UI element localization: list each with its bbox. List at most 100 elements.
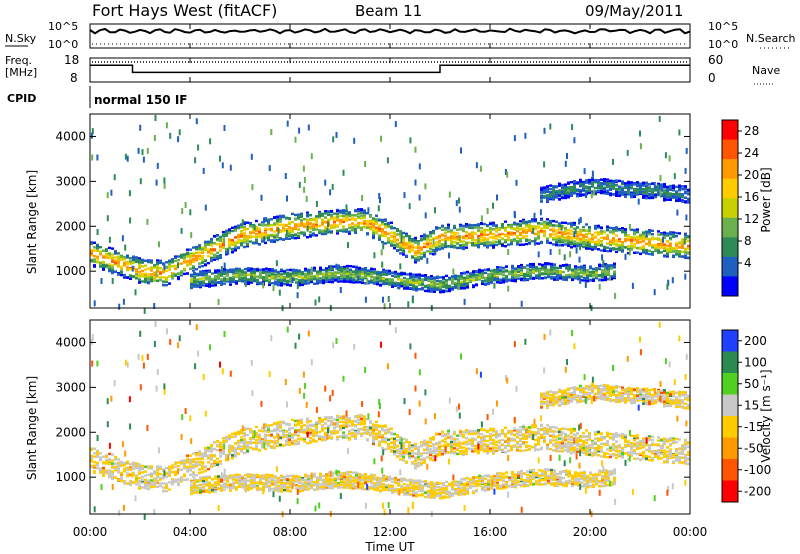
power-cell: [669, 249, 672, 252]
power-cell: [286, 275, 289, 278]
power-cell: [606, 185, 609, 189]
power-cell: [576, 193, 579, 196]
power-cell: [672, 186, 675, 189]
power-cell: [378, 193, 381, 199]
power-cell: [412, 286, 415, 289]
power-cell: [197, 144, 200, 151]
power-cell: [609, 240, 612, 244]
power-cell: [543, 194, 546, 198]
power-cell: [546, 239, 549, 243]
power-cell: [123, 274, 126, 278]
power-cell: [669, 236, 672, 240]
power-cell: [289, 268, 292, 272]
power-cell: [168, 259, 171, 262]
power-cell: [522, 235, 525, 238]
power-cell: [609, 184, 612, 187]
power-cell: [205, 273, 208, 276]
power-cell: [657, 245, 660, 249]
power-cell: [589, 274, 592, 277]
power-cell: [657, 182, 660, 186]
power-cell: [414, 146, 417, 153]
power-cell: [483, 228, 486, 231]
power-cell: [370, 279, 373, 282]
power-cell: [183, 256, 186, 259]
power-cell: [591, 240, 594, 244]
power-cell: [426, 234, 429, 237]
power-cell: [569, 251, 572, 258]
power-cell: [678, 199, 681, 202]
power-cell: [390, 235, 393, 239]
power-cell: [213, 248, 216, 252]
power-cell: [153, 303, 156, 309]
power-cell: [645, 237, 648, 241]
power-cell: [526, 271, 529, 275]
power-cell: [237, 233, 240, 237]
power-cell: [381, 218, 384, 222]
power-cell: [165, 122, 168, 129]
power-cell: [291, 212, 294, 216]
power-cell: [252, 228, 255, 231]
power-cell: [268, 278, 271, 281]
power-cell: [502, 279, 505, 282]
power-cell: [573, 221, 576, 225]
power-cell: [600, 191, 603, 195]
power-cell: [675, 192, 678, 196]
power-cell: [540, 188, 543, 191]
power-cell: [406, 281, 409, 284]
power-cell: [562, 278, 565, 281]
power-cell: [498, 242, 501, 245]
power-cell: [627, 245, 630, 248]
power-cell: [279, 229, 282, 232]
power-cell: [442, 281, 445, 284]
power-cell: [540, 222, 543, 226]
power-cell: [243, 228, 246, 231]
power-cell: [292, 271, 295, 274]
power-cell: [111, 268, 114, 271]
power-cell: [445, 274, 448, 278]
power-cell: [205, 269, 208, 273]
power-cell: [108, 268, 111, 271]
power-cell: [372, 229, 375, 232]
power-cell: [639, 238, 642, 241]
power-cell: [531, 218, 534, 221]
power-cell: [390, 243, 393, 246]
power-cell: [345, 209, 348, 213]
power-cell: [547, 272, 550, 275]
power-cell: [135, 272, 138, 276]
power-cell: [492, 246, 495, 249]
power-cell: [189, 267, 192, 270]
power-cell: [505, 265, 508, 268]
power-cell: [334, 273, 337, 277]
power-cell: [456, 236, 459, 240]
power-cell: [261, 240, 264, 243]
power-cell: [319, 270, 322, 273]
power-cell: [183, 253, 186, 256]
power-cell: [580, 271, 583, 275]
power-cell: [417, 242, 420, 245]
power-cell: [538, 273, 541, 276]
power-cell: [666, 188, 669, 192]
power-cell: [375, 231, 378, 234]
power-cell: [288, 237, 291, 240]
power-cell: [376, 283, 379, 286]
freq-right-tick-bottom: 0: [708, 71, 716, 85]
power-cell: [658, 115, 661, 122]
power-cell: [426, 243, 429, 246]
power-cell: [353, 137, 356, 144]
power-cell: [505, 275, 508, 278]
power-cell: [603, 186, 606, 189]
power-cell: [567, 187, 570, 190]
power-cell: [318, 231, 321, 235]
power-cell: [273, 233, 276, 237]
power-cell: [684, 251, 687, 254]
power-cell: [648, 196, 651, 200]
power-cell: [147, 277, 150, 280]
power-cell: [324, 225, 327, 229]
power-cell: [235, 267, 238, 270]
power-cell: [96, 255, 99, 258]
power-cell: [192, 266, 195, 269]
power-cell: [246, 245, 249, 248]
power-cell: [291, 230, 294, 233]
power-cell: [141, 269, 144, 273]
